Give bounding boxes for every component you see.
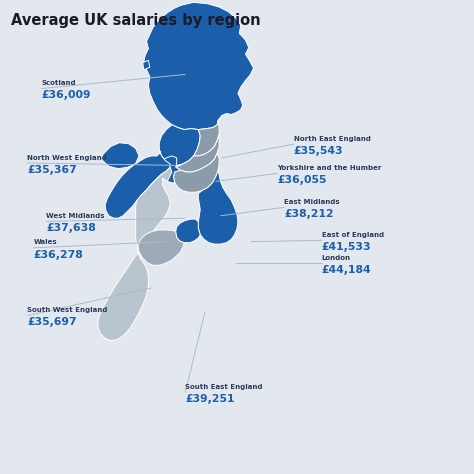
Polygon shape xyxy=(144,2,254,129)
Polygon shape xyxy=(159,125,200,165)
Text: North West England: North West England xyxy=(27,155,107,161)
Text: South East England: South East England xyxy=(185,384,263,390)
Polygon shape xyxy=(138,230,184,265)
Text: East of England: East of England xyxy=(322,232,384,238)
Text: £35,543: £35,543 xyxy=(293,146,343,156)
Text: West Midlands: West Midlands xyxy=(46,213,105,219)
Polygon shape xyxy=(103,143,139,169)
Text: £35,697: £35,697 xyxy=(27,318,77,328)
Polygon shape xyxy=(176,219,200,243)
Text: South West England: South West England xyxy=(27,307,108,313)
Polygon shape xyxy=(158,156,181,183)
Text: £44,184: £44,184 xyxy=(322,264,372,275)
Polygon shape xyxy=(173,153,219,192)
Polygon shape xyxy=(98,167,172,341)
Polygon shape xyxy=(194,120,219,156)
Text: East Midlands: East Midlands xyxy=(284,199,340,205)
Text: London: London xyxy=(322,255,351,261)
Polygon shape xyxy=(105,150,170,218)
Polygon shape xyxy=(143,60,150,70)
Text: £36,278: £36,278 xyxy=(34,250,83,260)
Text: £41,533: £41,533 xyxy=(322,242,372,252)
Polygon shape xyxy=(176,134,219,172)
Text: £37,638: £37,638 xyxy=(46,223,96,233)
Text: Average UK salaries by region: Average UK salaries by region xyxy=(11,13,260,28)
Text: £35,367: £35,367 xyxy=(27,165,77,175)
Text: Scotland: Scotland xyxy=(41,80,76,86)
Text: £39,251: £39,251 xyxy=(185,394,235,404)
Text: North East England: North East England xyxy=(293,136,370,142)
Text: Wales: Wales xyxy=(34,239,57,246)
Polygon shape xyxy=(198,170,238,244)
Text: £38,212: £38,212 xyxy=(284,209,334,219)
Text: Yorkshire and the Humber: Yorkshire and the Humber xyxy=(277,165,382,171)
Text: £36,009: £36,009 xyxy=(41,91,91,100)
Text: £36,055: £36,055 xyxy=(277,175,327,185)
